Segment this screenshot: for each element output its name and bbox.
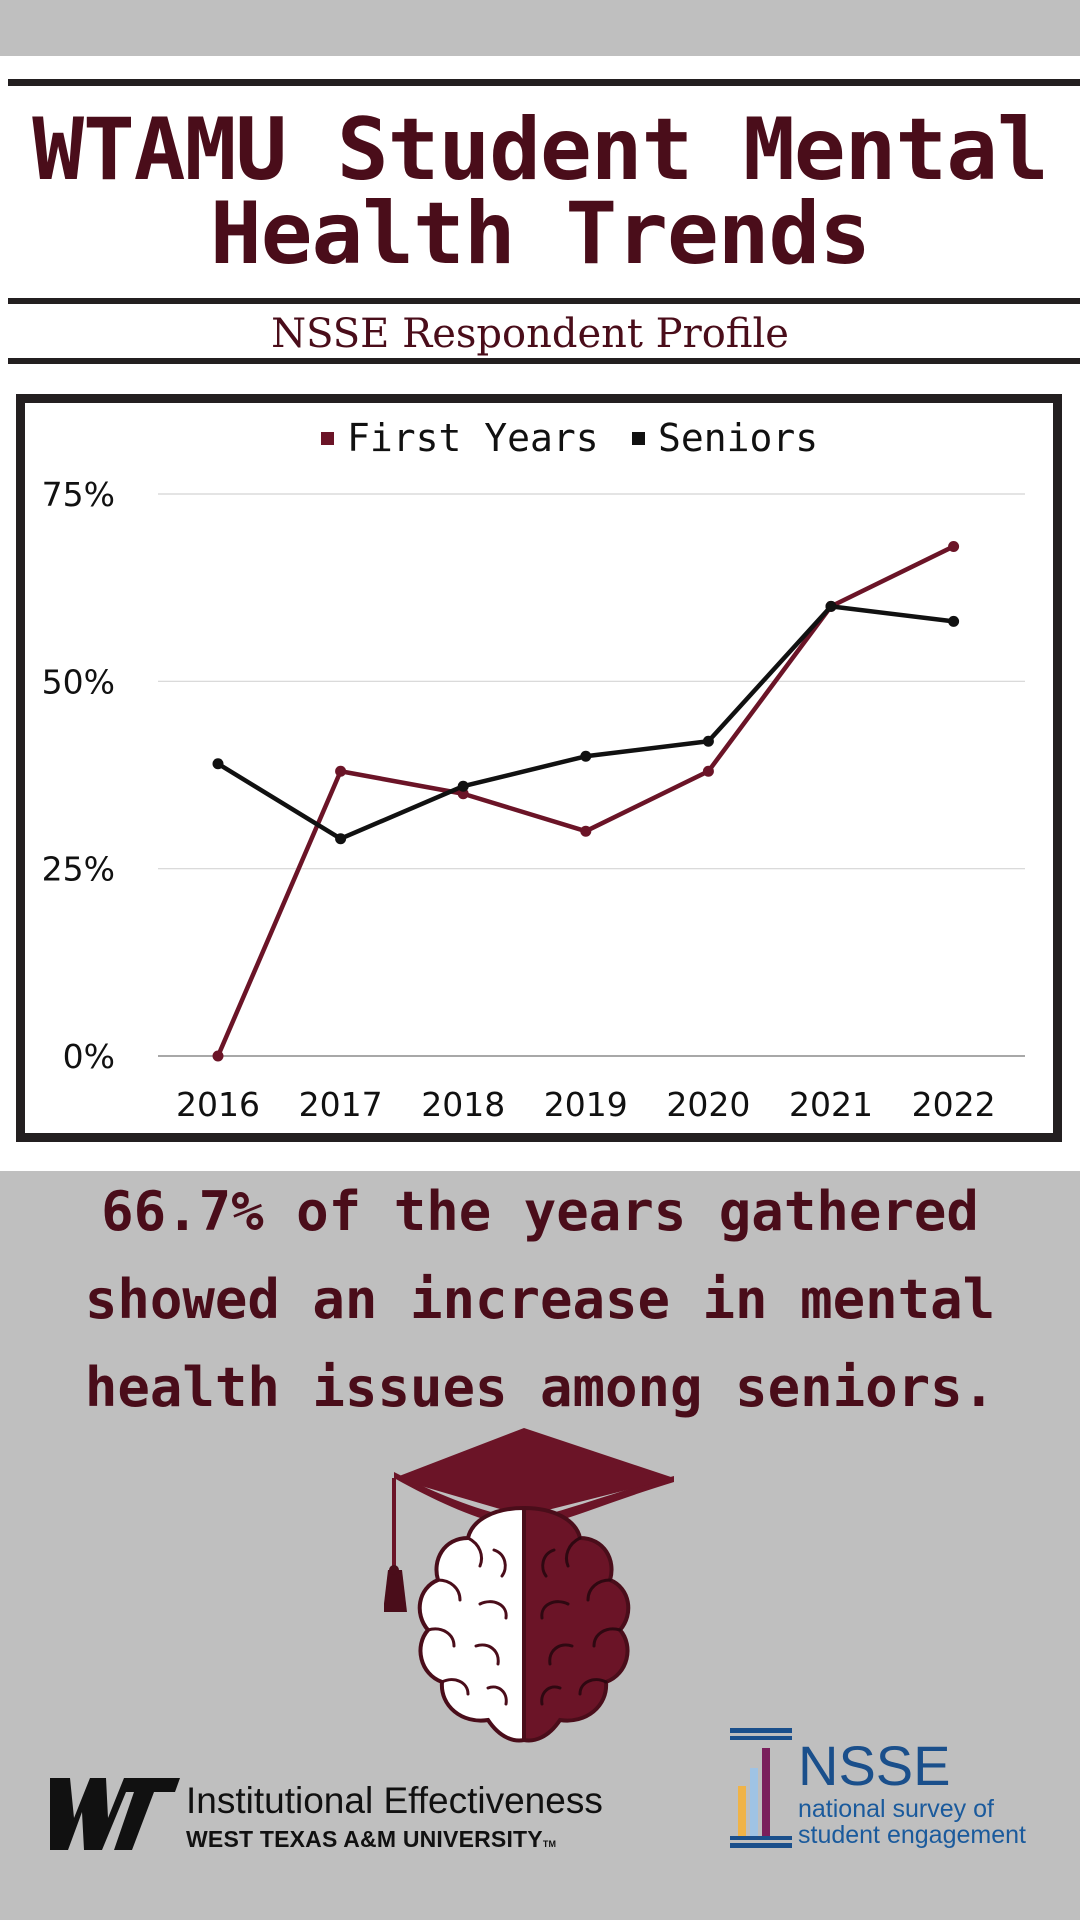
- title-line-2: Health Trends: [209, 184, 871, 284]
- university-name: WEST TEXAS A&M UNIVERSITY: [186, 1826, 543, 1852]
- x-tick-label: 2021: [789, 1085, 873, 1124]
- x-tick-label: 2018: [421, 1085, 505, 1124]
- data-point: [825, 600, 837, 612]
- legend-label: Seniors: [658, 416, 818, 460]
- institutional-effectiveness-label: Institutional Effectiveness: [186, 1780, 603, 1821]
- top-rule: [8, 79, 1080, 86]
- data-point: [948, 540, 960, 552]
- line-chart: 0%25%50%75%2016 2017 2018 2019 2020 2021 2022 …: [42, 416, 1025, 1124]
- data-point: [335, 833, 347, 845]
- subtitle-bottom-rule: [8, 358, 1080, 364]
- nsse-tagline-1: national survey of: [798, 1795, 994, 1823]
- x-tick-label: 2016: [176, 1085, 260, 1124]
- x-tick-label: 2022: [912, 1085, 996, 1124]
- y-tick-label: 25%: [42, 850, 115, 889]
- title-line-1: WTAMU Student Mental: [32, 100, 1049, 200]
- top-gray-band: [0, 0, 1080, 56]
- x-tick-label: 2017: [299, 1085, 383, 1124]
- data-point: [212, 758, 224, 770]
- x-tick-label: 2020: [666, 1085, 750, 1124]
- y-tick-label: 50%: [42, 662, 115, 701]
- caption-line-1: 66.7% of the years gathered: [101, 1180, 979, 1243]
- x-tick-label: 2019: [544, 1085, 628, 1124]
- legend-swatch: [321, 432, 334, 445]
- legend-label: First Years: [347, 416, 599, 460]
- wt-logo: [50, 1778, 180, 1850]
- trademark-mark: TM: [542, 1839, 557, 1849]
- caption-line-3: health issues among seniors.: [84, 1356, 996, 1419]
- graduation-brain-illustration: [384, 1428, 674, 1743]
- data-point: [580, 750, 592, 762]
- y-tick-label: 0%: [63, 1037, 115, 1076]
- nsse-wordmark: NSSE: [798, 1734, 951, 1797]
- data-point: [580, 825, 592, 837]
- data-point: [948, 615, 960, 627]
- legend-swatch: [632, 432, 645, 445]
- y-tick-label: 75%: [42, 475, 115, 514]
- university-label: WEST TEXAS A&M UNIVERSITYTM: [186, 1826, 556, 1853]
- page-title: WTAMU Student Mental Health Trends: [0, 100, 1080, 284]
- page-subtitle: NSSE Respondent Profile: [271, 311, 789, 357]
- nsse-tagline-2: student engagement: [798, 1821, 1026, 1849]
- nsse-pillar-icon: [730, 1728, 792, 1848]
- caption-line-2: showed an increase in mental: [84, 1268, 996, 1331]
- brain-icon: [417, 1505, 631, 1743]
- chart-frame: 0% 25% 50% 75% 2016 2017 2018 2019 2020 2021 2022 …: [16, 394, 1062, 1142]
- data-point: [212, 1050, 224, 1062]
- data-point: [335, 765, 347, 777]
- data-point: [702, 765, 714, 777]
- caption: 66.7% of the years gathered showed an in…: [40, 1168, 1040, 1432]
- data-point: [702, 735, 714, 747]
- series-line: [215, 544, 956, 1059]
- data-point: [457, 780, 469, 792]
- title-bottom-rule: [8, 298, 1080, 304]
